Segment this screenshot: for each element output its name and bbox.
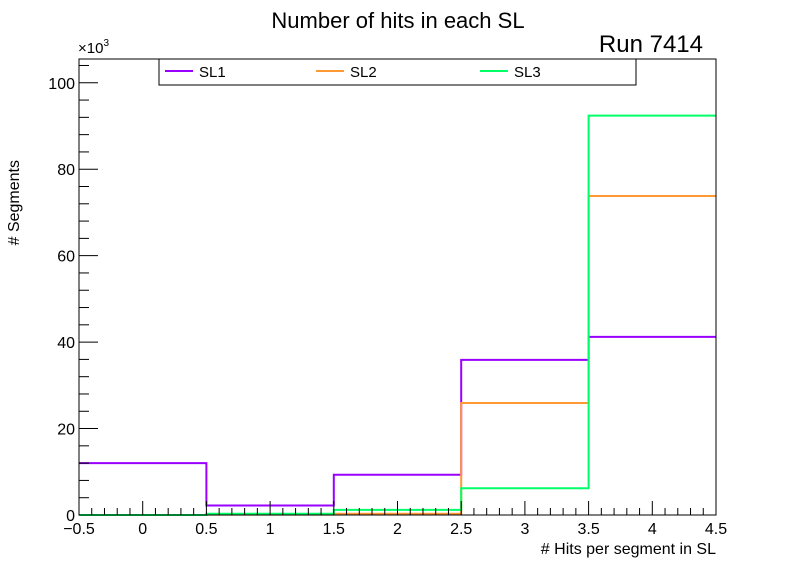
series-sl2-line (79, 195, 716, 516)
y-tick-label: 0 (66, 508, 75, 525)
x-tick-label: −0.5 (63, 521, 95, 538)
x-tick-label: 3 (520, 521, 529, 538)
x-tick-label: 1 (266, 521, 275, 538)
y-tick-label: 60 (57, 249, 75, 266)
series-sl1-line (79, 335, 716, 507)
x-tick-label: 2.5 (450, 521, 472, 538)
y-tick-label: 80 (57, 162, 75, 179)
legend-sl1-label: SL1 (199, 64, 226, 81)
x-tick-label: 1.5 (323, 521, 345, 538)
y-tick-label: 100 (48, 76, 75, 93)
legend-sl2-label: SL2 (350, 64, 377, 81)
x-tick-label: 4 (648, 521, 657, 538)
y-tick-label: 40 (57, 335, 75, 352)
plot-frame (78, 58, 717, 516)
x-tick-label: 2 (393, 521, 402, 538)
legend-box (158, 58, 637, 86)
x-tick-label: 4.5 (705, 521, 727, 538)
y-multiplier-exp: 3 (103, 38, 109, 49)
x-axis-label: # Hits per segment in SL (541, 541, 716, 558)
y-axis-label: # Segments (6, 160, 23, 245)
y-multiplier-base: ×10 (78, 40, 103, 57)
x-tick-label: 0 (138, 521, 147, 538)
x-tick-label: 0.5 (195, 521, 217, 538)
chart-title: Number of hits in each SL (271, 8, 524, 33)
x-tick-label: 3.5 (577, 521, 599, 538)
series-sl3-line (79, 114, 716, 516)
y-multiplier: ×103 (78, 38, 109, 57)
run-annotation: Run 7414 (599, 31, 703, 58)
legend: SL1 SL2 SL3 (158, 58, 637, 86)
legend-sl3-label: SL3 (514, 64, 541, 81)
y-tick-label: 20 (57, 422, 75, 439)
